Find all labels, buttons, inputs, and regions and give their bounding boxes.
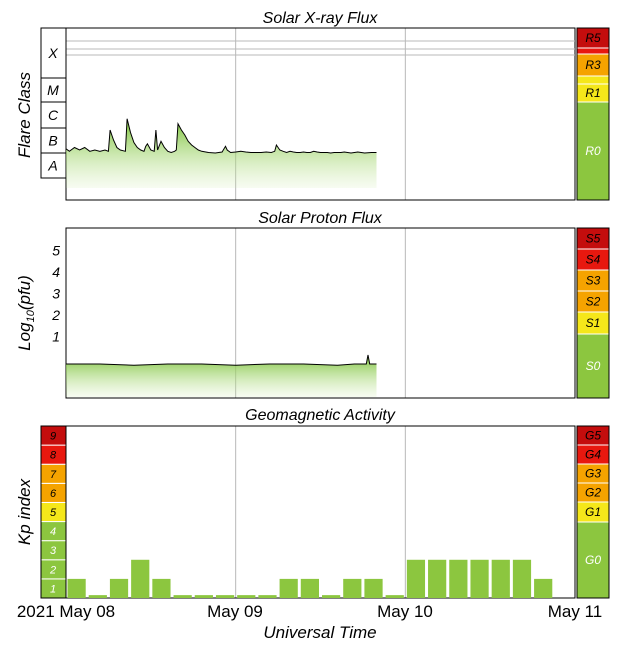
kp-bar bbox=[279, 578, 298, 598]
kp-scale-label: G1 bbox=[585, 505, 601, 519]
kp-bar bbox=[449, 559, 468, 598]
proton-flux-line bbox=[66, 354, 377, 366]
proton-plot-frame bbox=[65, 227, 576, 399]
kp-scale-label: G4 bbox=[585, 448, 601, 462]
kp-ytick: 7 bbox=[50, 469, 57, 481]
kp-ytick: 9 bbox=[50, 431, 56, 443]
kp-ylabel: Kp index bbox=[15, 478, 34, 545]
xray-flux-fill bbox=[66, 118, 377, 188]
kp-bar bbox=[67, 578, 86, 598]
kp-bar bbox=[491, 559, 510, 598]
kp-bar bbox=[470, 559, 489, 598]
kp-scale-frame bbox=[576, 425, 610, 599]
kp-ytick: 6 bbox=[50, 488, 57, 500]
xray-scale-seg bbox=[576, 75, 610, 85]
proton-scale-label: S3 bbox=[586, 274, 601, 288]
xray-class-label: M bbox=[47, 82, 59, 98]
x-axis-label: Universal Time bbox=[263, 623, 376, 642]
x-tick-2: May 10 bbox=[377, 602, 433, 621]
xray-scale-seg bbox=[576, 47, 610, 55]
kp-ytick: 5 bbox=[50, 507, 57, 519]
kp-scale-label: G2 bbox=[585, 486, 601, 500]
kp-bar bbox=[428, 559, 447, 598]
xray-class-label: C bbox=[48, 107, 59, 123]
xray-class-box bbox=[40, 152, 67, 179]
proton-ytick: 4 bbox=[52, 264, 60, 280]
kp-bar bbox=[215, 595, 235, 598]
xray-scale-frame bbox=[576, 27, 610, 201]
kp-bar bbox=[364, 578, 383, 598]
kp-ytick-frame bbox=[40, 425, 67, 599]
kp-bar bbox=[109, 578, 129, 598]
proton-ytick: 5 bbox=[52, 243, 60, 259]
xray-scale-label: R3 bbox=[585, 58, 601, 72]
xray-ylabel: Flare Class bbox=[15, 72, 34, 158]
proton-ylabel: Log10(pfu) bbox=[15, 275, 37, 351]
kp-scale-label: G3 bbox=[585, 467, 601, 481]
kp-ytick: 8 bbox=[50, 450, 57, 462]
xray-scale-label: R1 bbox=[585, 86, 600, 100]
kp-bar bbox=[343, 578, 362, 598]
kp-bar bbox=[385, 595, 404, 598]
xray-class-box bbox=[40, 27, 67, 79]
xray-flux-line bbox=[65, 118, 377, 154]
proton-scale-label: S4 bbox=[586, 253, 601, 267]
proton-ytick: 3 bbox=[52, 286, 60, 302]
proton-scale-label: S2 bbox=[586, 295, 601, 309]
xray-class-box bbox=[40, 127, 67, 154]
kp-bar bbox=[88, 595, 107, 598]
proton-flux-fill bbox=[66, 355, 377, 397]
xray-class-label: X bbox=[47, 45, 58, 61]
proton-panel: 1 2 3 4 5 S5 S4 S3 S2 S1 S0 bbox=[51, 227, 610, 399]
kp-bar bbox=[152, 578, 171, 598]
kp-bar bbox=[237, 595, 256, 598]
proton-scale-label: S5 bbox=[586, 232, 601, 246]
kp-scale-label: G5 bbox=[585, 429, 601, 443]
proton-ytick: 1 bbox=[52, 329, 60, 345]
xray-scale-label: R0 bbox=[585, 144, 601, 158]
kp-title: Geomagnetic Activity bbox=[245, 407, 396, 424]
kp-bar bbox=[534, 578, 553, 598]
xray-class-label: B bbox=[48, 133, 57, 149]
kp-bar bbox=[131, 559, 150, 598]
kp-ytick: 2 bbox=[49, 564, 56, 576]
xray-class-box bbox=[40, 101, 67, 129]
xray-class-label: A bbox=[47, 158, 57, 174]
kp-ytick: 1 bbox=[50, 583, 56, 595]
kp-scale-seg bbox=[576, 521, 610, 599]
kp-bar bbox=[173, 595, 192, 598]
kp-panel: 1 2 3 4 5 6 7 8 9 G5 G4 G3 G2 G1 G0 bbox=[40, 425, 610, 599]
xray-class-box bbox=[40, 77, 67, 103]
kp-bar bbox=[512, 559, 532, 598]
x-tick-1: May 09 bbox=[207, 602, 263, 621]
kp-bar bbox=[322, 595, 341, 598]
kp-ytick: 3 bbox=[50, 545, 57, 557]
proton-ytick: 2 bbox=[51, 307, 60, 323]
x-tick-3: May 11 bbox=[548, 602, 603, 621]
proton-scale-label: S1 bbox=[586, 316, 601, 330]
proton-scale-frame bbox=[576, 227, 610, 399]
kp-bar bbox=[258, 595, 277, 598]
xray-title: Solar X-ray Flux bbox=[263, 10, 379, 27]
proton-scale-seg bbox=[576, 333, 610, 399]
kp-bar bbox=[406, 559, 426, 598]
proton-title: Solar Proton Flux bbox=[258, 210, 383, 227]
kp-ytick: 4 bbox=[50, 526, 56, 538]
x-tick-0: 2021 May 08 bbox=[17, 602, 115, 621]
proton-scale-label: S0 bbox=[586, 359, 601, 373]
kp-bar bbox=[300, 578, 319, 598]
xray-scale-label: R5 bbox=[585, 31, 601, 45]
kp-bar bbox=[194, 595, 213, 598]
kp-scale-label: G0 bbox=[585, 553, 601, 567]
